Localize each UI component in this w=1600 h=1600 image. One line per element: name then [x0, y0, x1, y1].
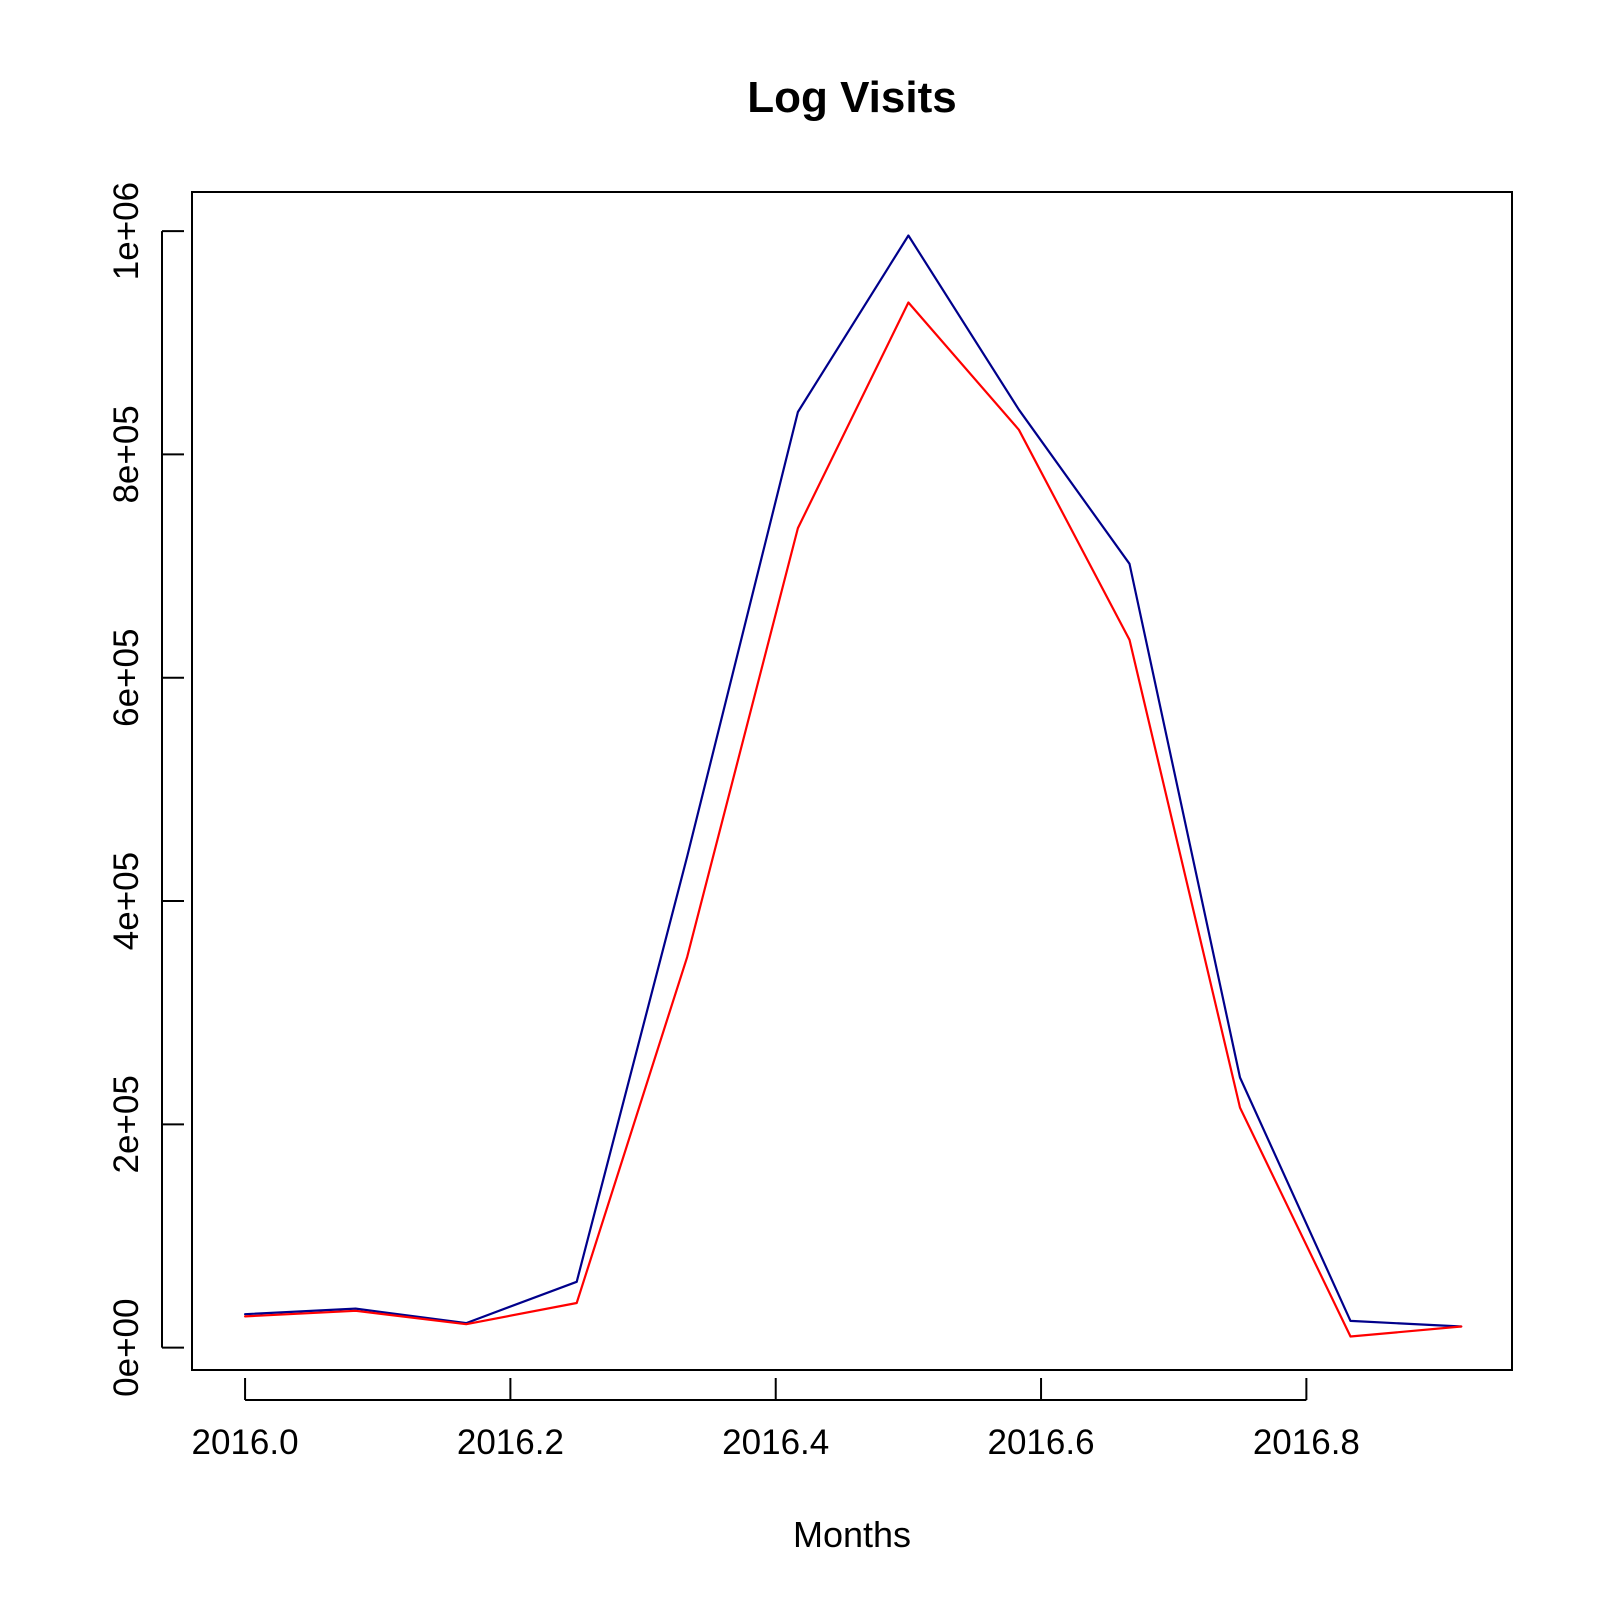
x-axis-ticks: 2016.0 2016.2 2016.4 2016.6 2016.8 [192, 1378, 1360, 1462]
x-tick-label: 2016.6 [988, 1423, 1095, 1462]
series-layer [244, 234, 1463, 1338]
x-tick-label: 2016.2 [457, 1423, 564, 1462]
y-tick-label: 2e+05 [107, 1075, 146, 1173]
x-tick-label: 2016.4 [722, 1423, 829, 1462]
x-axis-label: Months [793, 1514, 911, 1555]
y-tick-label: 6e+05 [107, 629, 146, 727]
plot-frame [191, 191, 1513, 1371]
y-tick-label: 8e+05 [107, 405, 146, 503]
y-axis-ticks: 0e+00 2e+05 4e+05 6e+05 8e+05 1e+06 [107, 182, 184, 1397]
series-line-red [244, 301, 1463, 1338]
y-tick-label: 0e+00 [107, 1299, 146, 1397]
series-line-blue [244, 234, 1463, 1328]
y-tick-label: 4e+05 [107, 852, 146, 950]
y-tick-label: 1e+06 [107, 182, 146, 280]
chart-title: Log Visits [747, 73, 956, 122]
x-tick-label: 2016.0 [192, 1423, 299, 1462]
x-tick-label: 2016.8 [1253, 1423, 1360, 1462]
